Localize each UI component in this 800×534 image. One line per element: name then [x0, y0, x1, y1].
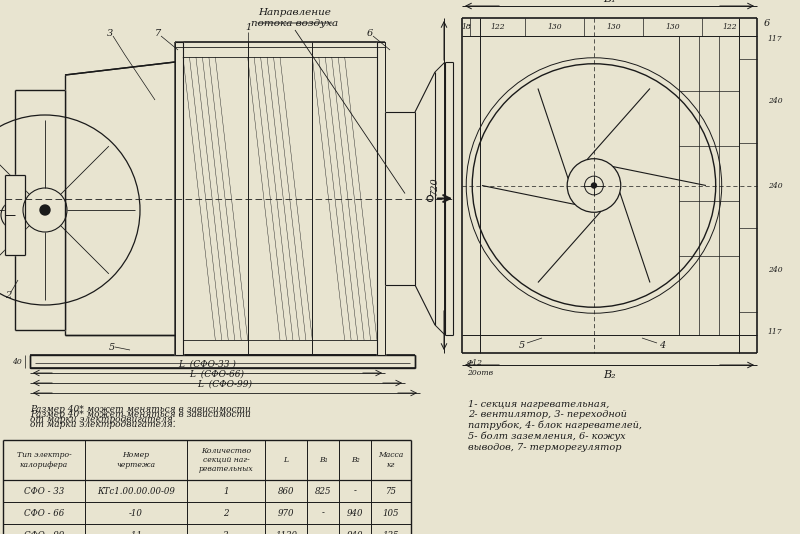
Text: 2: 2	[5, 290, 11, 300]
Text: 122: 122	[490, 23, 505, 31]
Text: Масса
кг: Масса кг	[378, 451, 404, 469]
Text: 1- секция нагревательная,
2- вентилятор, 3- переходной
патрубок, 4- блок нагрева: 1- секция нагревательная, 2- вентилятор,…	[468, 400, 642, 452]
Text: B₂: B₂	[350, 456, 359, 464]
Text: 135: 135	[382, 530, 399, 534]
Text: 1: 1	[223, 486, 229, 496]
Text: 970: 970	[278, 508, 294, 517]
Polygon shape	[175, 42, 183, 355]
Text: 6: 6	[764, 19, 770, 27]
Polygon shape	[5, 175, 25, 255]
Text: -11: -11	[129, 530, 143, 534]
Text: 4: 4	[659, 341, 665, 349]
Text: СФО - 33: СФО - 33	[24, 486, 64, 496]
Text: 5: 5	[519, 341, 525, 349]
Text: 940: 940	[346, 530, 363, 534]
Text: 5: 5	[109, 342, 115, 351]
Text: 18: 18	[461, 23, 471, 31]
Text: L  (СФО-33 ): L (СФО-33 )	[178, 360, 236, 369]
Text: 40: 40	[12, 358, 22, 366]
Polygon shape	[377, 42, 385, 355]
Text: 117: 117	[768, 35, 782, 43]
Text: 720: 720	[430, 176, 438, 195]
Text: Направление
потока воздуха: Направление потока воздуха	[251, 9, 338, 28]
Text: -: -	[354, 486, 357, 496]
Polygon shape	[65, 62, 175, 335]
Polygon shape	[385, 112, 415, 285]
Text: L  (СФО-99): L (СФО-99)	[198, 380, 253, 389]
Text: 130: 130	[606, 23, 621, 31]
Polygon shape	[15, 90, 65, 330]
Text: 1: 1	[245, 23, 251, 33]
Text: 6: 6	[367, 28, 373, 37]
Polygon shape	[30, 355, 415, 368]
Text: L: L	[283, 456, 289, 464]
Text: 122: 122	[722, 23, 737, 31]
Text: 130: 130	[665, 23, 680, 31]
Text: -: -	[322, 530, 325, 534]
Text: 7: 7	[155, 28, 161, 37]
Text: Размер 40* может меняться в зависимости
от марки электродвигателя.: Размер 40* может меняться в зависимости …	[30, 405, 250, 425]
Text: 3: 3	[107, 28, 113, 37]
Text: СФО - 66: СФО - 66	[24, 508, 64, 517]
Text: B₁: B₁	[318, 456, 327, 464]
Text: 75: 75	[386, 486, 397, 496]
Text: 240: 240	[768, 266, 782, 274]
Text: Номер
чертежа: Номер чертежа	[117, 451, 155, 469]
Text: 240: 240	[768, 182, 782, 190]
Text: 2: 2	[223, 508, 229, 517]
Polygon shape	[445, 62, 453, 335]
Circle shape	[591, 183, 597, 188]
Text: СФО - 99: СФО - 99	[24, 530, 64, 534]
Text: 130: 130	[547, 23, 562, 31]
Text: Φ12
20отв: Φ12 20отв	[467, 359, 493, 376]
Text: 825: 825	[314, 486, 331, 496]
Text: 1130: 1130	[275, 530, 297, 534]
Text: Тип электро-
калорифера: Тип электро- калорифера	[17, 451, 71, 469]
Text: Количество
секций наг-
ревательных: Количество секций наг- ревательных	[198, 447, 254, 473]
Text: 117: 117	[768, 328, 782, 336]
Text: B₂: B₂	[603, 370, 616, 380]
Text: 105: 105	[382, 508, 399, 517]
Text: L  (СФО-66): L (СФО-66)	[190, 370, 245, 379]
Text: 940: 940	[346, 508, 363, 517]
Text: КТс1.00.00.00-09: КТс1.00.00.00-09	[97, 486, 175, 496]
Text: -: -	[322, 508, 325, 517]
Text: 3: 3	[223, 530, 229, 534]
Text: Размер 40* может меняться в зависимости
от марки электродвигателя.: Размер 40* может меняться в зависимости …	[30, 410, 250, 429]
Circle shape	[40, 205, 50, 215]
Text: B₁: B₁	[603, 0, 616, 4]
Text: 240: 240	[768, 97, 782, 105]
Text: 860: 860	[278, 486, 294, 496]
Text: -10: -10	[129, 508, 143, 517]
